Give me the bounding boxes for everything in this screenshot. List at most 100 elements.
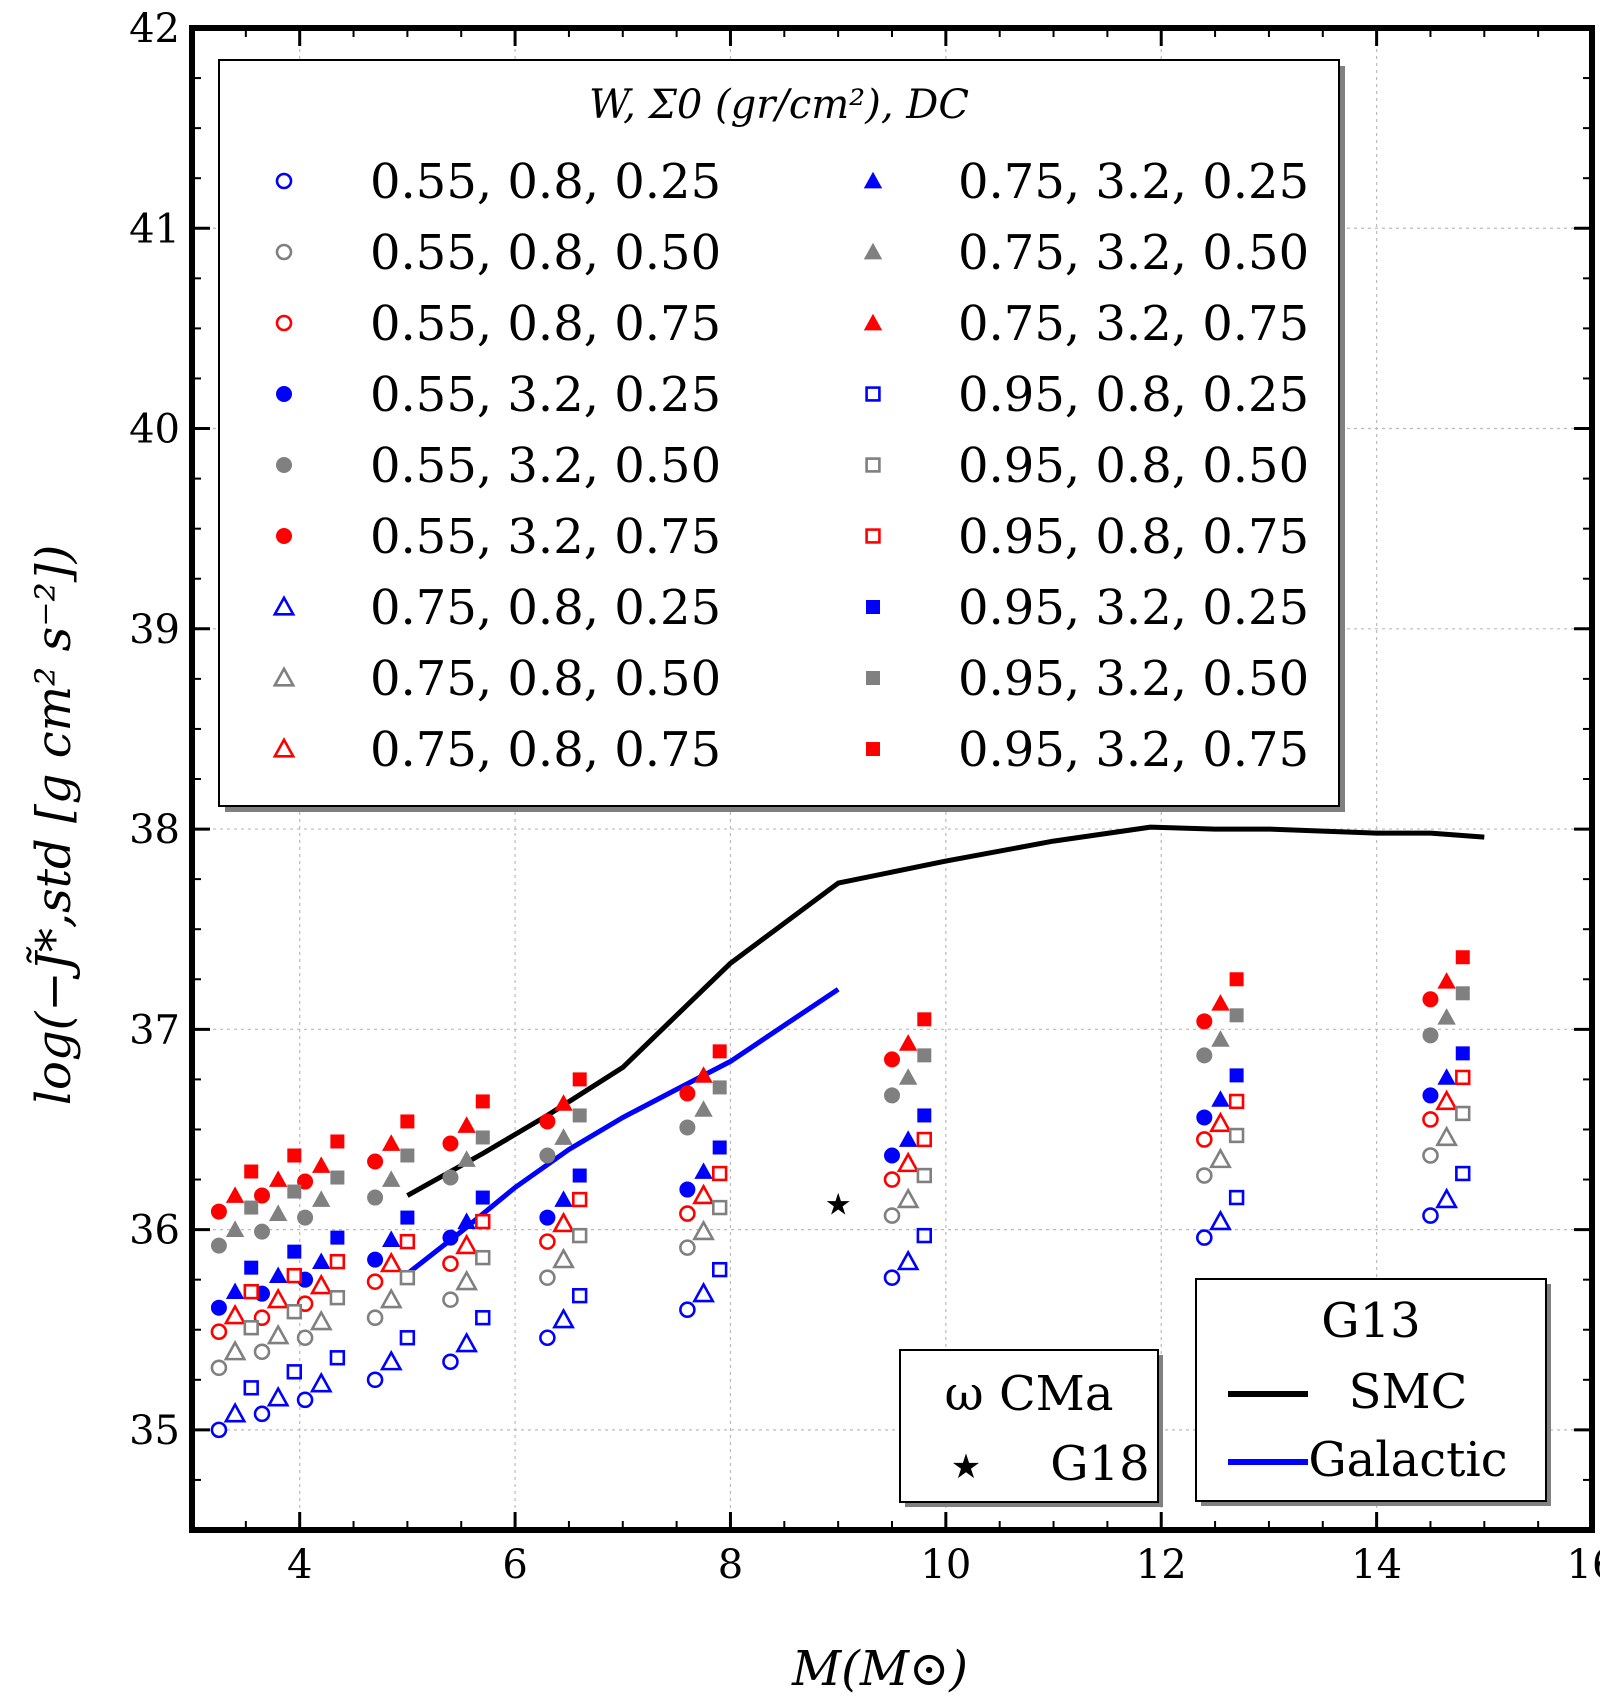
data-point bbox=[1422, 1087, 1439, 1104]
data-point bbox=[382, 1170, 401, 1187]
legend-marker bbox=[863, 171, 883, 189]
legend-item-label: 0.55, 3.2, 0.50 bbox=[370, 438, 721, 494]
star-point: ★ bbox=[825, 1188, 852, 1223]
data-point bbox=[1455, 1046, 1470, 1061]
legend-marker bbox=[865, 528, 881, 544]
data-point bbox=[266, 1385, 290, 1407]
legend-item-label: 0.95, 0.8, 0.50 bbox=[958, 438, 1309, 494]
legend-galactic-label: Galactic bbox=[1308, 1432, 1507, 1488]
data-point bbox=[916, 1131, 933, 1148]
y-tick-label: 42 bbox=[129, 6, 180, 52]
legend-item-label: 0.55, 0.8, 0.75 bbox=[370, 296, 721, 352]
data-point bbox=[884, 1147, 900, 1164]
data-point bbox=[552, 1247, 575, 1269]
data-point bbox=[554, 1190, 573, 1207]
x-tick-label: 4 bbox=[287, 1542, 312, 1588]
data-point bbox=[382, 1230, 401, 1247]
data-point bbox=[287, 1244, 302, 1259]
data-point bbox=[253, 1405, 271, 1423]
legend-item-label: 0.55, 3.2, 0.25 bbox=[370, 367, 721, 423]
line-smc bbox=[406, 824, 1485, 1198]
data-point bbox=[572, 1108, 587, 1123]
data-point bbox=[571, 1287, 588, 1304]
data-point bbox=[210, 1299, 227, 1316]
data-point bbox=[379, 1251, 403, 1273]
data-point bbox=[366, 1309, 384, 1327]
legend-item-label: 0.75, 0.8, 0.25 bbox=[370, 580, 721, 636]
data-point bbox=[330, 1134, 345, 1149]
data-point bbox=[898, 1068, 918, 1085]
data-point bbox=[539, 1329, 556, 1347]
legend-omega-cma: ω CMa ★ G18 bbox=[899, 1349, 1163, 1507]
legend-g13-title: G13 bbox=[1321, 1293, 1420, 1349]
data-point bbox=[1422, 1027, 1439, 1044]
data-point bbox=[400, 1114, 415, 1129]
data-point bbox=[287, 1148, 302, 1163]
data-point bbox=[268, 1170, 288, 1187]
data-point bbox=[1196, 1047, 1213, 1064]
y-tick-label: 36 bbox=[129, 1208, 180, 1254]
data-point bbox=[244, 1260, 259, 1275]
data-point bbox=[475, 1130, 490, 1145]
legend-marker bbox=[272, 737, 296, 758]
legend-marker bbox=[276, 386, 292, 402]
data-point bbox=[243, 1380, 259, 1396]
data-point bbox=[571, 1227, 588, 1244]
data-point bbox=[692, 1183, 715, 1205]
data-point bbox=[552, 1211, 575, 1233]
x-tick-label: 8 bbox=[718, 1542, 743, 1588]
data-point bbox=[896, 1249, 920, 1271]
data-point bbox=[1437, 972, 1456, 989]
data-point bbox=[896, 1187, 920, 1209]
data-point bbox=[366, 1273, 384, 1290]
data-point bbox=[225, 1220, 245, 1237]
legend-smc-label: SMC bbox=[1349, 1364, 1468, 1420]
data-point bbox=[1455, 1165, 1471, 1182]
x-axis-label: M(M⊙) bbox=[791, 1641, 968, 1697]
data-point bbox=[244, 1200, 259, 1215]
legend-item-label: 0.75, 3.2, 0.75 bbox=[958, 296, 1309, 352]
data-point bbox=[367, 1153, 384, 1170]
data-point bbox=[917, 1108, 932, 1123]
legend-marker bbox=[275, 172, 293, 190]
data-point bbox=[442, 1353, 459, 1371]
data-point bbox=[243, 1320, 259, 1336]
data-point bbox=[244, 1164, 259, 1179]
data-point bbox=[539, 1233, 556, 1250]
data-point bbox=[572, 1168, 587, 1183]
data-point bbox=[210, 1421, 228, 1439]
y-tick-label: 38 bbox=[129, 807, 180, 853]
data-point bbox=[442, 1169, 459, 1186]
data-point bbox=[1455, 950, 1470, 965]
data-point bbox=[692, 1219, 715, 1241]
data-point bbox=[286, 1304, 303, 1320]
data-point bbox=[1435, 1125, 1459, 1147]
data-point bbox=[266, 1287, 290, 1309]
data-point bbox=[367, 1251, 384, 1268]
data-point bbox=[379, 1287, 403, 1309]
data-point bbox=[1455, 986, 1470, 1001]
legend-marker bbox=[865, 457, 881, 473]
data-point bbox=[457, 1212, 476, 1229]
data-point bbox=[1228, 1189, 1245, 1206]
data-point bbox=[312, 1252, 331, 1270]
data-point bbox=[382, 1134, 401, 1151]
data-point bbox=[1211, 994, 1230, 1011]
data-point bbox=[883, 1207, 901, 1224]
data-point bbox=[898, 1130, 918, 1147]
data-point bbox=[475, 1094, 490, 1109]
data-point bbox=[455, 1233, 479, 1255]
data-point bbox=[1422, 1207, 1439, 1224]
legend-main: W, Σ0 (gr/cm²), DC 0.55, 0.8, 0.25 0.55, … bbox=[218, 59, 1345, 812]
data-point bbox=[1211, 1090, 1230, 1107]
data-points: ★ bbox=[210, 950, 1471, 1439]
data-point bbox=[254, 1187, 270, 1204]
data-point bbox=[679, 1239, 696, 1256]
data-point bbox=[917, 1048, 932, 1063]
data-point bbox=[1229, 1068, 1244, 1083]
x-tick-label: 16 bbox=[1567, 1542, 1600, 1588]
data-point bbox=[287, 1184, 302, 1199]
data-point bbox=[330, 1230, 345, 1245]
data-point bbox=[254, 1223, 270, 1240]
data-point bbox=[475, 1190, 490, 1205]
